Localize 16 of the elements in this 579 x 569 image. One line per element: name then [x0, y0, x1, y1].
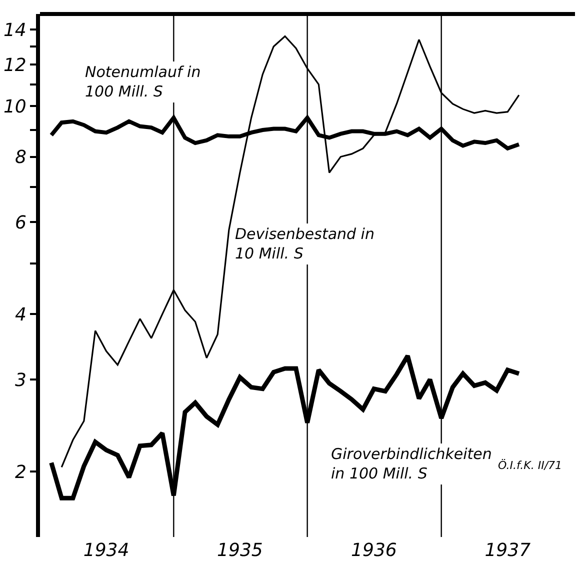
x-tick-label: 1934 — [83, 540, 130, 561]
y-tick-label: 2 — [14, 462, 26, 483]
x-tick-label: 1936 — [351, 540, 397, 561]
y-tick-label: 14 — [3, 20, 26, 41]
y-tick-label: 3 — [14, 370, 26, 391]
y-tick-label: 6 — [14, 212, 26, 234]
y-tick-label: 8 — [14, 147, 26, 168]
text: Giroverbindlichkeiten in 100 Mill. S — [331, 445, 492, 482]
annotation: Ö.I.f.K. II/71 — [498, 458, 562, 472]
y-tick-label: 10 — [3, 96, 26, 118]
x-tick-label: 1935 — [217, 540, 263, 561]
x-tick-label: 1937 — [484, 540, 532, 561]
y-tick-label: 12 — [3, 54, 26, 76]
y-tick-label: 4 — [14, 304, 26, 326]
series-label: Devisenbestand in 10 Mill. S — [235, 225, 374, 262]
series-label: Notenumlauf in 100 Mill. S — [85, 63, 201, 100]
